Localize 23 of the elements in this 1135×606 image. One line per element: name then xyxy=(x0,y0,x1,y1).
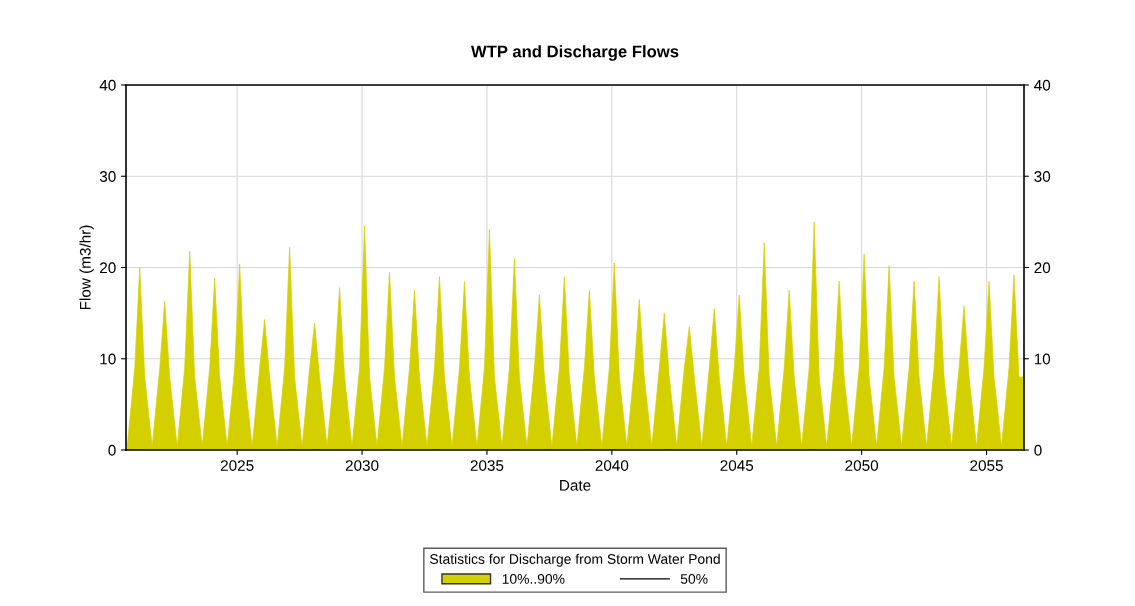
x-tick-label: 2025 xyxy=(220,460,254,471)
y2-tick-label: 30 xyxy=(1034,171,1051,182)
y2-tick-label: 20 xyxy=(1034,262,1051,274)
y2-tick-label: 0 xyxy=(1034,444,1042,456)
y-tick-label: 0 xyxy=(108,444,116,456)
x-tick-label: 2040 xyxy=(595,460,629,471)
y2-tick-label: 10 xyxy=(1034,353,1051,365)
x-tick-label: 2035 xyxy=(470,460,504,471)
x-tick-label: 2050 xyxy=(845,460,879,471)
legend-label: 10%..90% xyxy=(502,574,565,584)
y-tick-label: 10 xyxy=(100,353,116,365)
x-tick-label: 2030 xyxy=(345,460,379,471)
legend-title: Statistics for Discharge from Storm Water Pond xyxy=(430,553,720,567)
x-tick-label: 2045 xyxy=(720,460,754,471)
y-tick-label: 30 xyxy=(99,171,116,182)
chart-title: WTP and Discharge Flows xyxy=(470,45,679,61)
y-tick-label: 20 xyxy=(100,262,116,274)
y-tick-label: 40 xyxy=(99,79,116,91)
y-axis-title: Flow (m3/hr) xyxy=(79,225,94,310)
y2-tick-label: 40 xyxy=(1034,79,1051,91)
x-tick-label: 2055 xyxy=(970,460,1003,471)
x-axis-title: Date xyxy=(560,480,591,491)
legend-label: 50% xyxy=(680,574,708,584)
